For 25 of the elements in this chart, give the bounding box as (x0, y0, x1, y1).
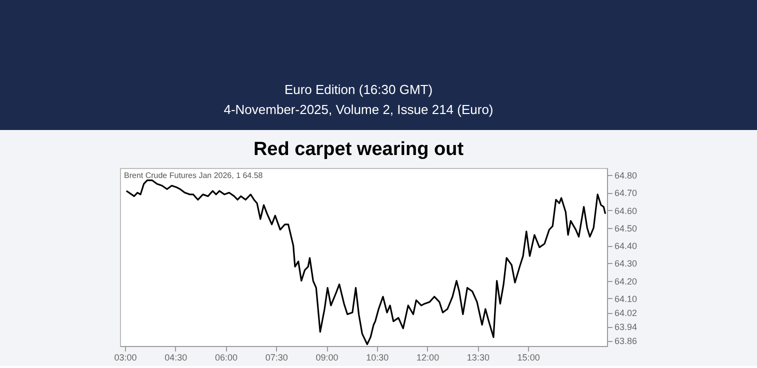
x-tick-label: 03:00 (114, 352, 137, 362)
x-tick-label: 07:30 (265, 352, 288, 362)
text: 4-November-2025, Volume 2, Issue 214 (Euro) (224, 102, 494, 117)
y-tick-label: 64.50 (614, 223, 638, 234)
y-tick-label: 63.94 (614, 322, 638, 332)
x-tick-label: 04:30 (164, 352, 188, 362)
y-tick-label: 64.60 (614, 206, 638, 216)
x-tick-label: 09:00 (316, 352, 338, 362)
y-tick-label: 64.20 (614, 276, 638, 286)
text: Euro Edition (16:30 GMT) (284, 82, 433, 97)
y-tick-label: 64.70 (614, 188, 638, 198)
x-tick-label: 13:30 (466, 352, 490, 362)
x-tick-label: 15:00 (517, 352, 540, 362)
y-tick-label: 64.80 (614, 170, 638, 181)
x-tick-label: 06:00 (215, 352, 238, 362)
y-tick-label: 64.40 (614, 241, 638, 252)
x-tick-label: 12:00 (416, 352, 440, 362)
chart-title: Red carpet wearing out (253, 139, 464, 160)
x-tick-label: 10:30 (366, 352, 389, 362)
y-tick-label: 64.02 (614, 308, 638, 318)
y-tick-label: 63.86 (614, 336, 638, 346)
annotation: Brent Crude Futures Jan 2026, 1 64.58 (124, 171, 264, 180)
line-series (126, 180, 606, 346)
y-tick-label: 64.30 (614, 258, 638, 269)
y-tick-label: 64.10 (614, 294, 638, 304)
